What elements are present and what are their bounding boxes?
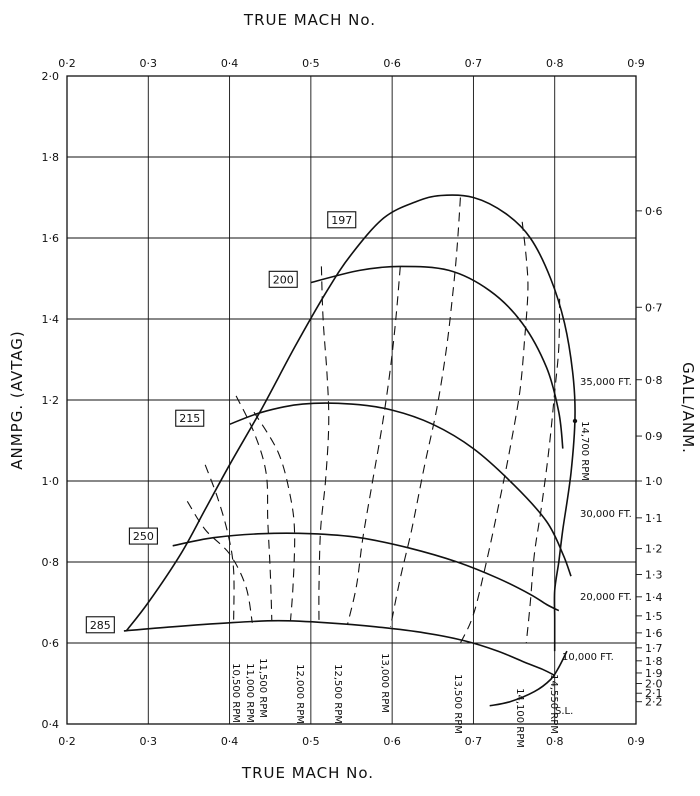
rpm-line xyxy=(204,464,235,623)
rpm-label: 13,500 RPM xyxy=(452,674,463,734)
tas-label: 197 xyxy=(327,211,357,229)
y-axis-title: ANMPG. (AVTAG) xyxy=(8,330,26,470)
altitude-curve xyxy=(310,265,564,449)
rpm-label: 12,000 RPM xyxy=(294,664,305,724)
right-tick-label: 0·9 xyxy=(645,430,663,443)
tas-label-text: 250 xyxy=(133,530,154,543)
tas-label-box xyxy=(327,211,357,229)
bottom-x-tick-label: 0·5 xyxy=(302,735,320,748)
rpm-line xyxy=(459,221,529,644)
right-tick-label: 2·1 xyxy=(645,687,663,700)
tas-label: 215 xyxy=(175,409,205,427)
rpm-label: 14,100 RPM xyxy=(514,688,525,748)
top-x-tick-label: 0·9 xyxy=(627,57,645,70)
rpm-label: 12,500 RPM xyxy=(332,664,343,724)
tas-label: 250 xyxy=(128,527,158,545)
rpm-line xyxy=(525,298,561,644)
y-tick-label: 1·4 xyxy=(42,313,60,326)
tas-label: 200 xyxy=(268,270,298,288)
right-tick-label: 1·1 xyxy=(645,512,663,525)
max-rpm-marker xyxy=(572,418,578,424)
altitude-curve xyxy=(123,619,556,677)
right-axis-title: GALL/ANM. xyxy=(679,362,697,454)
bottom-x-tick-label: 0·9 xyxy=(627,735,645,748)
rpm-lines: 10,500 RPM 11,000 RPM 11,500 RPM 12,000 RPM… xyxy=(186,197,561,748)
right-tick-label: 0·8 xyxy=(645,374,663,387)
altitude-curve xyxy=(229,402,572,577)
y-tick-label: 1·2 xyxy=(42,394,60,407)
bottom-x-tick-label: 0·4 xyxy=(221,735,239,748)
right-tick-label: 1·4 xyxy=(645,591,663,604)
right-tick-label: 2·2 xyxy=(645,696,663,709)
rpm-label: 10,500 RPM xyxy=(230,663,241,723)
bottom-axis-title: TRUE MACH No. xyxy=(241,764,374,782)
tas-label-text: 285 xyxy=(90,619,111,632)
tas-label-text: 200 xyxy=(273,273,294,286)
y-tick-label: 1·0 xyxy=(42,475,60,488)
grid-lines xyxy=(66,75,637,725)
top-x-tick-label: 0·3 xyxy=(140,57,158,70)
right-tick-label: 1·8 xyxy=(645,655,663,668)
y-tick-label: 0·4 xyxy=(42,718,60,731)
bottom-x-tick-label: 0·8 xyxy=(546,735,564,748)
top-x-tick-label: 0·5 xyxy=(302,57,320,70)
rpm-line xyxy=(389,197,461,627)
max-rpm-label: 14,700 RPM xyxy=(579,421,590,481)
top-x-tick-label: 0·4 xyxy=(221,57,239,70)
altitude-label: 30,000 FT. xyxy=(580,509,632,520)
tas-label-text: 197 xyxy=(331,214,352,227)
altitude-label: 35,000 FT. xyxy=(580,377,632,388)
tas-label-box xyxy=(128,527,158,545)
curve-labels: 197 200 215 250 285 35,000 FT. 30,000 FT. 20,00… xyxy=(85,211,632,717)
bottom-x-tick-label: 0·6 xyxy=(383,735,401,748)
tas-label-text: 215 xyxy=(179,412,200,425)
right-tick-label: 1·5 xyxy=(645,610,663,623)
altitude-curve xyxy=(172,532,560,612)
right-tick-label: 1·3 xyxy=(645,569,663,582)
y-tick-label: 0·8 xyxy=(42,556,60,569)
top-x-tick-label: 0·6 xyxy=(383,57,401,70)
top-axis-title: TRUE MACH No. xyxy=(243,11,376,29)
y-tick-label: 2·0 xyxy=(42,70,60,83)
bottom-x-tick-label: 0·3 xyxy=(140,735,158,748)
tas-label-box xyxy=(85,616,115,634)
plot-frame xyxy=(66,75,637,725)
y-tick-label: 0·6 xyxy=(42,637,60,650)
top-x-tick-label: 0·2 xyxy=(58,57,76,70)
altitude-curve xyxy=(489,650,568,707)
right-tick-label: 2·0 xyxy=(645,678,663,691)
right-tick-label: 0·6 xyxy=(645,205,663,218)
rpm-label: 11,500 RPM xyxy=(257,658,268,718)
rpm-label: 14,550 RPM xyxy=(548,674,559,734)
right-tick-label: 1·2 xyxy=(645,543,663,556)
tas-label-box xyxy=(175,409,205,427)
rpm-line xyxy=(253,411,296,621)
rpm-label: 13,000 RPM xyxy=(379,653,390,713)
top-x-tick-label: 0·8 xyxy=(546,57,564,70)
right-tick-label: 1·9 xyxy=(645,667,663,680)
altitude-label: 20,000 FT. xyxy=(580,592,632,603)
tick-labels: 0·2 0·2 0·3 0·3 0·4 0·4 0·5 0·5 0·6 0·6 0·7 0·7 0·8 0… xyxy=(42,57,663,748)
right-tick-label: 0·7 xyxy=(645,301,663,314)
altitude-label: S.L. xyxy=(555,706,573,717)
bottom-x-tick-label: 0·2 xyxy=(58,735,76,748)
rpm-line xyxy=(235,395,273,621)
altitude-label: 10,000 FT. xyxy=(562,652,614,663)
rpm-label: 11,000 RPM xyxy=(244,663,255,723)
rpm-line xyxy=(346,266,401,625)
max-range-envelope-curve xyxy=(125,194,576,652)
altitude-curves xyxy=(123,265,572,707)
right-tick-label: 1·0 xyxy=(645,475,663,488)
tas-label-box xyxy=(268,270,298,288)
top-x-tick-label: 0·7 xyxy=(465,57,483,70)
right-tick-label: 1·6 xyxy=(645,627,663,640)
y-tick-label: 1·8 xyxy=(42,151,60,164)
bottom-x-tick-label: 0·7 xyxy=(465,735,483,748)
rpm-line xyxy=(318,266,330,623)
right-tick-label: 1·7 xyxy=(645,642,663,655)
y-tick-label: 1·6 xyxy=(42,232,60,245)
tas-label: 285 xyxy=(85,616,115,634)
